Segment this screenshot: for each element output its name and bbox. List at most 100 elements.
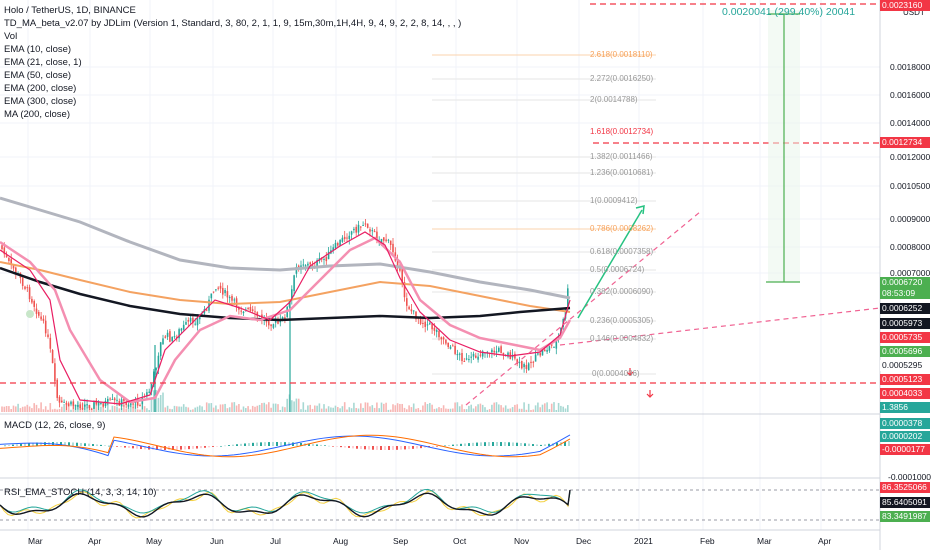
macd-histogram-bar	[104, 445, 106, 446]
volume-bar	[42, 409, 45, 412]
fib-level-label: 0.382(0.0006090)	[590, 287, 654, 296]
candle-body	[357, 224, 360, 233]
volume-bar	[339, 408, 341, 412]
volume-bar	[431, 404, 433, 412]
volume-bar	[440, 408, 443, 412]
candle-body	[389, 240, 392, 245]
volume-bar	[47, 409, 49, 412]
volume-bar	[222, 404, 224, 412]
fib-level-label: 1.382(0.0011466)	[590, 152, 653, 161]
candle-body	[366, 223, 369, 228]
macd-histogram-bar	[160, 446, 162, 450]
candle-body	[534, 354, 537, 362]
volume-bar	[486, 409, 489, 412]
macd-histogram-bar	[32, 442, 34, 446]
volume-bar	[337, 407, 339, 412]
volume-bar	[500, 405, 502, 412]
candle-body	[132, 403, 134, 405]
ema-200-line	[0, 261, 571, 313]
candle-body	[424, 321, 426, 327]
indicator-ema-10[interactable]: EMA (10, close)	[4, 44, 72, 55]
volume-bar	[403, 407, 406, 412]
volume-bar	[159, 395, 162, 412]
macd-histogram-bar	[360, 446, 362, 450]
macd-histogram-bar	[228, 445, 230, 446]
candle-body	[26, 287, 29, 289]
indicator-ma-200[interactable]: MA (200, close)	[4, 109, 70, 120]
indicator-vol[interactable]: Vol	[4, 31, 18, 42]
volume-bar	[194, 407, 196, 412]
candle-body	[323, 258, 325, 260]
candle-body	[343, 236, 346, 240]
volume-bar	[493, 402, 495, 412]
macd-histogram-bar	[316, 444, 318, 446]
price-badge: 0.0005735	[880, 332, 930, 343]
candle-body	[353, 228, 355, 231]
volume-bar	[438, 407, 440, 412]
macd-histogram-bar	[152, 446, 154, 450]
macd-histogram-bar	[564, 441, 566, 446]
indicator-ema-50[interactable]: EMA (50, close)	[4, 70, 72, 81]
candle-body	[419, 317, 422, 324]
candle-body	[507, 352, 509, 357]
macd-histogram-bar	[320, 444, 322, 446]
candle-body	[341, 237, 344, 242]
candle-body	[219, 285, 222, 289]
macd-histogram-bar	[284, 442, 286, 446]
candle-body	[56, 379, 58, 398]
volume-bar	[511, 407, 514, 412]
ema-21-line	[0, 236, 572, 404]
price-badge: 0.0005696	[880, 346, 930, 357]
volume-bar	[555, 409, 558, 412]
candle-body	[311, 265, 314, 267]
candle-body	[406, 298, 408, 306]
volume-bar	[422, 405, 424, 412]
macd-label[interactable]: MACD (12, 26, close, 9)	[4, 420, 106, 431]
symbol-title[interactable]: Holo / TetherUS, 1D, BINANCE	[4, 5, 136, 16]
volume-bar	[254, 406, 256, 412]
indicator-td-ma[interactable]: TD_MA_beta_v2.07 by JDLim (Version 1, St…	[4, 18, 462, 29]
volume-bar	[263, 402, 265, 412]
macd-histogram-bar	[480, 442, 482, 446]
volume-bar	[196, 406, 199, 412]
candle-body	[65, 402, 68, 405]
indicator-ema-200[interactable]: EMA (200, close)	[4, 83, 77, 94]
volume-bar	[180, 406, 183, 412]
price-badge: 83.3491987	[880, 511, 930, 522]
volume-bar	[560, 405, 562, 412]
volume-bar	[235, 405, 238, 412]
candle-body	[95, 400, 98, 405]
indicator-ema-300[interactable]: EMA (300, close)	[4, 96, 77, 107]
candle-body	[182, 324, 185, 330]
candle-body	[481, 351, 484, 357]
candle-body	[387, 239, 390, 241]
volume-bar	[383, 403, 385, 412]
volume-bar	[385, 402, 387, 412]
currency-label: USDT	[903, 8, 925, 17]
volume-bar	[240, 409, 242, 412]
macd-histogram-bar	[328, 445, 330, 447]
volume-bar	[463, 409, 466, 412]
candle-body	[362, 224, 364, 226]
volume-bar	[231, 402, 233, 412]
volume-bar	[277, 404, 279, 412]
ema-10-line	[0, 231, 571, 405]
macd-histogram-bar	[324, 445, 326, 446]
fib-level-label: 0.618(0.0007358)	[590, 247, 654, 256]
macd-histogram-bar	[40, 442, 42, 446]
candle-body	[169, 331, 171, 342]
macd-histogram-bar	[368, 446, 370, 450]
volume-bar	[472, 408, 475, 412]
volume-bar	[353, 402, 355, 412]
volume-bar	[127, 407, 130, 412]
fib-level-label: 0.786(0.0008262)	[590, 224, 654, 233]
indicator-ema-21[interactable]: EMA (21, close, 1)	[4, 57, 82, 68]
candle-body	[125, 402, 127, 405]
macd-signal-line	[0, 434, 571, 458]
candle-body	[355, 226, 357, 233]
candle-body	[24, 286, 26, 289]
candle-body	[187, 320, 190, 322]
rsi-label[interactable]: RSI_EMA_STOCH (14, 3, 3, 14, 10)	[4, 487, 157, 498]
volume-bar	[185, 406, 187, 412]
